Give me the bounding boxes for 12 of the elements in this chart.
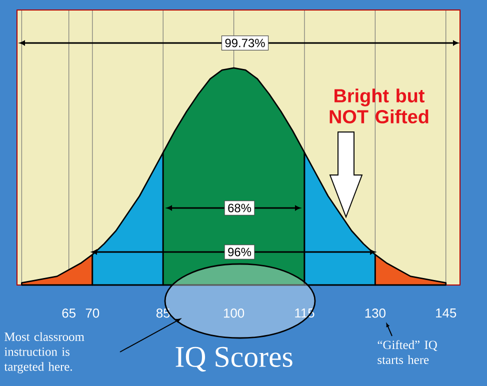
x-tick-label: 65 [62, 308, 76, 318]
x-tick-label: 85 [156, 308, 170, 318]
text: Most classroom instruction is targeted here. [4, 332, 84, 374]
text: “Gifted” IQ starts here [378, 340, 438, 364]
x-tick-label: 100 [224, 308, 244, 318]
x-axis-title: IQ Scores [176, 346, 292, 372]
x-tick-label: 145 [436, 308, 456, 318]
annotation: 68% [228, 204, 252, 212]
x-tick-label: 130 [365, 308, 386, 318]
x-tick-label: 70 [86, 308, 100, 318]
annotation: 96% [228, 248, 252, 256]
text: 99.73% [225, 38, 265, 48]
